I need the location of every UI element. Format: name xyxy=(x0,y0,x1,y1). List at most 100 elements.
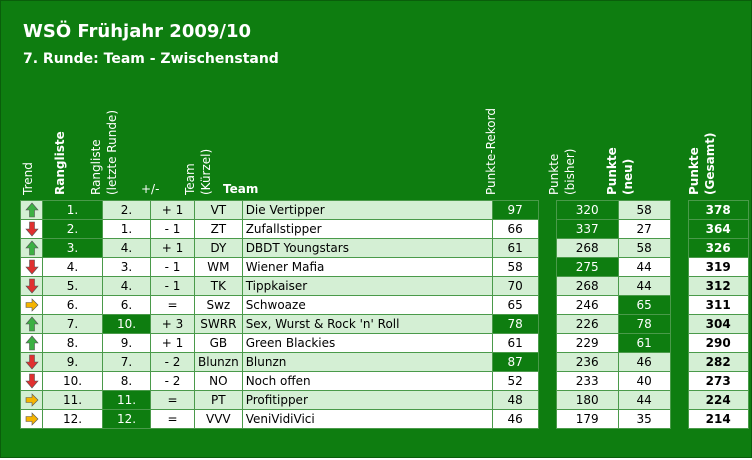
cell-pts-prev: 229 xyxy=(555,333,619,353)
column-gap xyxy=(538,257,557,277)
cell-record: 48 xyxy=(491,390,539,410)
cell-pts-prev: 275 xyxy=(555,257,619,277)
header-rank: Rangliste xyxy=(53,131,67,195)
column-gap xyxy=(538,200,557,220)
cell-rank: 5. xyxy=(42,276,103,296)
cell-team: Sex, Wurst & Rock 'n' Roll xyxy=(241,314,493,334)
cell-record: 61 xyxy=(491,238,539,258)
arrow-right-icon xyxy=(25,393,38,407)
table-row: 6. 6. = Swz Schwoaze 65 246 65 311 xyxy=(20,295,749,315)
cell-record: 97 xyxy=(491,200,539,220)
cell-total: 326 xyxy=(687,238,749,258)
cell-change: - 2 xyxy=(150,352,195,372)
cell-pts-new: 46 xyxy=(617,352,671,372)
cell-prev: 12. xyxy=(102,409,151,429)
trend-cell xyxy=(20,276,43,296)
cell-pts-prev: 246 xyxy=(555,295,619,315)
arrow-right-icon xyxy=(25,298,38,312)
column-gap xyxy=(670,219,689,239)
cell-pts-new: 27 xyxy=(617,219,671,239)
cell-total: 311 xyxy=(687,295,749,315)
cell-prev: 4. xyxy=(102,276,151,296)
cell-change: + 1 xyxy=(150,333,195,353)
header-short-line2: (Kürzel) xyxy=(199,148,213,195)
cell-short: SWRR xyxy=(194,314,243,334)
table-row: 5. 4. - 1 TK Tippkaiser 70 268 44 312 xyxy=(20,276,749,296)
cell-prev: 11. xyxy=(102,390,151,410)
column-gap xyxy=(670,238,689,258)
cell-rank: 7. xyxy=(42,314,103,334)
cell-team: Wiener Mafia xyxy=(241,257,493,277)
table-row: 10. 8. - 2 NO Noch offen 52 233 40 273 xyxy=(20,371,749,391)
arrow-down-icon xyxy=(24,278,39,294)
cell-total: 282 xyxy=(687,352,749,372)
cell-prev: 1. xyxy=(102,219,151,239)
cell-change: = xyxy=(150,295,195,315)
trend-cell xyxy=(20,314,43,334)
cell-rank: 11. xyxy=(42,390,103,410)
cell-total: 304 xyxy=(687,314,749,334)
table-row: 3. 4. + 1 DY DBDT Youngstars 61 268 58 326 xyxy=(20,238,749,258)
trend-cell xyxy=(20,257,43,277)
cell-total: 224 xyxy=(687,390,749,410)
cell-short: GB xyxy=(194,333,243,353)
arrow-right-icon xyxy=(25,412,38,426)
cell-team: Blunzn xyxy=(241,352,493,372)
table-row: 4. 3. - 1 WM Wiener Mafia 58 275 44 319 xyxy=(20,257,749,277)
column-gap xyxy=(538,390,557,410)
cell-rank: 8. xyxy=(42,333,103,353)
cell-prev: 4. xyxy=(102,238,151,258)
cell-team: Profitipper xyxy=(241,390,493,410)
header-points-prev-line1: Punkte xyxy=(547,153,561,195)
cell-team: Schwoaze xyxy=(241,295,493,315)
column-gap xyxy=(538,333,557,353)
cell-rank: 9. xyxy=(42,352,103,372)
cell-rank: 6. xyxy=(42,295,103,315)
column-gap xyxy=(670,314,689,334)
cell-change: = xyxy=(150,390,195,410)
column-gap xyxy=(538,238,557,258)
cell-short: VT xyxy=(194,200,243,220)
table-row: 1. 2. + 1 VT Die Vertipper 97 320 58 378 xyxy=(20,200,749,220)
cell-prev: 2. xyxy=(102,200,151,220)
trend-cell xyxy=(20,295,43,315)
cell-record: 61 xyxy=(491,333,539,353)
cell-pts-prev: 320 xyxy=(555,200,619,220)
header-points-prev-line2: (bisher) xyxy=(563,148,577,196)
cell-rank: 4. xyxy=(42,257,103,277)
cell-short: Blunzn xyxy=(194,352,243,372)
cell-short: WM xyxy=(194,257,243,277)
cell-pts-prev: 180 xyxy=(555,390,619,410)
cell-short: VVV xyxy=(194,409,243,429)
cell-record: 78 xyxy=(491,314,539,334)
column-gap xyxy=(670,257,689,277)
column-gap xyxy=(670,371,689,391)
header-prev-rank-line2: (letzte Runde) xyxy=(105,110,119,195)
table-row: 9. 7. - 2 Blunzn Blunzn 87 236 46 282 xyxy=(20,352,749,372)
cell-pts-prev: 233 xyxy=(555,371,619,391)
column-gap xyxy=(538,314,557,334)
cell-record: 66 xyxy=(491,219,539,239)
cell-rank: 12. xyxy=(42,409,103,429)
cell-prev: 3. xyxy=(102,257,151,277)
cell-record: 58 xyxy=(491,257,539,277)
cell-pts-new: 58 xyxy=(617,238,671,258)
arrow-down-icon xyxy=(24,354,39,370)
cell-pts-new: 61 xyxy=(617,333,671,353)
cell-record: 65 xyxy=(491,295,539,315)
cell-short: TK xyxy=(194,276,243,296)
column-gap xyxy=(538,409,557,429)
cell-change: - 1 xyxy=(150,276,195,296)
cell-change: = xyxy=(150,409,195,429)
cell-change: + 3 xyxy=(150,314,195,334)
header-team: Team xyxy=(223,182,259,196)
cell-team: Green Blackies xyxy=(241,333,493,353)
cell-pts-new: 44 xyxy=(617,257,671,277)
cell-pts-prev: 337 xyxy=(555,219,619,239)
table-row: 7. 10. + 3 SWRR Sex, Wurst & Rock 'n' Roll 78… xyxy=(20,314,749,334)
cell-team: Zufallstipper xyxy=(241,219,493,239)
column-gap xyxy=(538,219,557,239)
cell-pts-prev: 236 xyxy=(555,352,619,372)
cell-pts-new: 35 xyxy=(617,409,671,429)
